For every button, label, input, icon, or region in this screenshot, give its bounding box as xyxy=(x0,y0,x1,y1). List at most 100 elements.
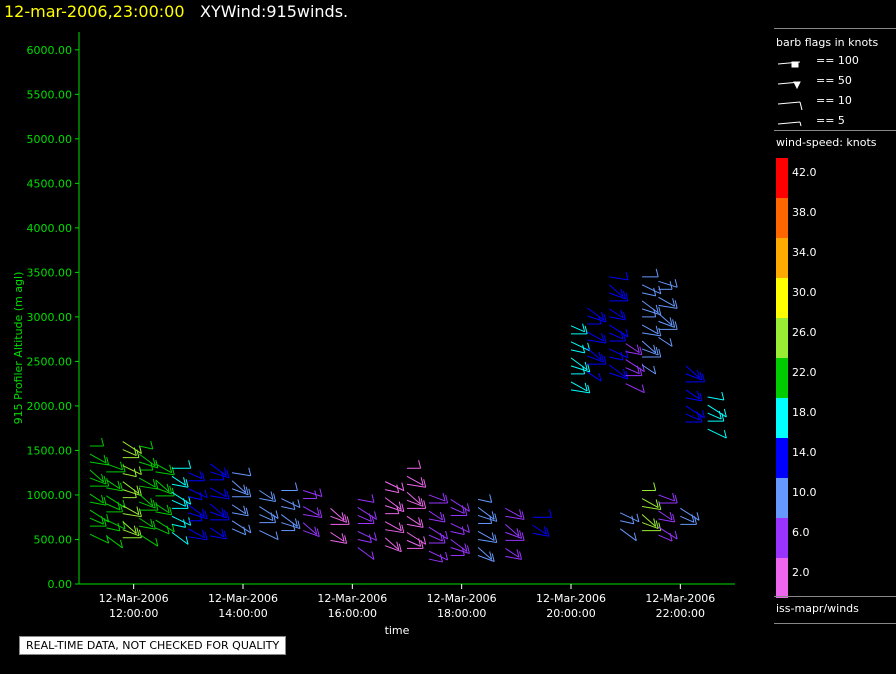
wind-barb-flag xyxy=(294,482,298,491)
wind-barb-flag xyxy=(674,279,678,288)
wind-barb-flag xyxy=(248,467,252,476)
wind-barb xyxy=(106,463,123,471)
wind-barb-flag xyxy=(584,325,588,334)
wind-barb xyxy=(122,505,140,516)
wind-barb xyxy=(122,481,140,495)
wind-barb-flag xyxy=(221,507,225,516)
wind-barb-flag xyxy=(631,515,635,524)
wind-barb xyxy=(171,475,186,486)
wind-barb xyxy=(155,519,175,533)
wind-barb-flag xyxy=(491,511,495,520)
wind-barb xyxy=(231,504,246,515)
x-tick-time: 20:00:00 xyxy=(546,607,595,620)
wind-barb-flag xyxy=(699,371,703,381)
wind-barb xyxy=(450,523,470,533)
wind-barb xyxy=(122,513,142,518)
wind-barb xyxy=(259,514,274,522)
wind-barb-flag xyxy=(674,530,678,540)
wind-barb-flag xyxy=(669,338,673,347)
wind-barb xyxy=(477,514,497,522)
wind-barb-flag xyxy=(521,532,525,541)
wind-barb xyxy=(450,506,465,514)
wind-barb-flag xyxy=(150,461,154,471)
wind-barb-flag xyxy=(199,470,203,479)
wind-barb xyxy=(281,506,295,511)
quality-notice: REAL-TIME DATA, NOT CHECKED FOR QUALITY xyxy=(19,636,287,655)
wind-barb-flag xyxy=(548,509,552,518)
x-tick-date: 12-Mar-2006 xyxy=(645,592,715,605)
wind-barb-flag xyxy=(138,487,142,496)
wind-barb xyxy=(477,538,497,543)
wind-barb xyxy=(188,488,208,499)
speed-label: 30.0 xyxy=(792,286,817,299)
wind-barb xyxy=(685,405,705,419)
wind-barb xyxy=(641,292,656,297)
y-tick-label: 4500.00 xyxy=(27,177,73,190)
wind-barb-flag xyxy=(519,530,523,539)
wind-barb-flag xyxy=(516,549,520,558)
wind-barb-flag xyxy=(344,535,348,544)
wind-barb-flag xyxy=(489,515,493,524)
x-tick-time: 16:00:00 xyxy=(328,607,377,620)
speed-swatch xyxy=(776,278,788,318)
wind-barb xyxy=(155,527,170,535)
wind-barb xyxy=(138,517,154,528)
wind-barb-flag xyxy=(625,328,629,338)
wind-barb-flag xyxy=(201,508,205,517)
barb-legend-5: == 5 xyxy=(816,114,845,127)
wind-barb xyxy=(106,519,126,530)
speed-swatch xyxy=(776,158,788,198)
wind-barb-flag xyxy=(169,464,173,473)
wind-barb-flag xyxy=(620,288,624,297)
wind-barb xyxy=(138,533,159,547)
speed-swatch xyxy=(776,438,788,478)
wind-barb-flag xyxy=(166,504,170,513)
speed-label: 26.0 xyxy=(792,326,817,339)
wind-barb-flag xyxy=(696,411,700,421)
wind-barb xyxy=(384,497,402,511)
wind-barb-flag xyxy=(494,534,498,543)
wind-barb-flag xyxy=(136,506,140,515)
wind-barb-flag xyxy=(138,445,142,454)
barb-layer xyxy=(89,268,727,563)
wind-barb xyxy=(357,531,377,541)
barb-column xyxy=(231,467,252,536)
wind-barb xyxy=(89,453,107,464)
wind-barb-flag xyxy=(582,344,586,353)
wind-barb-flag xyxy=(243,484,247,493)
wind-barb-flag xyxy=(420,519,424,528)
wind-barb-flag xyxy=(223,530,227,540)
wind-barb-flag xyxy=(653,308,657,318)
wind-barb-flag xyxy=(439,532,443,542)
wind-barb-flag xyxy=(119,482,123,491)
speed-swatch xyxy=(776,198,788,238)
wind-barb xyxy=(188,528,205,539)
wind-barb-flag xyxy=(204,489,208,498)
wind-barb-flag xyxy=(423,500,427,509)
wind-barb xyxy=(171,491,191,505)
wind-barb xyxy=(138,493,154,507)
wind-barb-flag xyxy=(223,467,227,476)
wind-barb-flag xyxy=(723,408,727,418)
barb-column xyxy=(122,441,142,539)
wind-barb-flag xyxy=(669,532,673,542)
wind-barb xyxy=(357,514,372,522)
wind-barb-flag xyxy=(188,517,192,526)
wind-barb-flag xyxy=(374,532,377,541)
wind-barb-flag xyxy=(106,456,110,466)
wind-barb-flag xyxy=(620,330,624,340)
wind-barb-flag xyxy=(341,533,345,542)
wind-barb-flag xyxy=(620,351,624,361)
wind-barb-flag xyxy=(491,553,495,562)
wind-barb xyxy=(330,515,347,523)
wind-barb-flag xyxy=(625,370,629,380)
wind-barb xyxy=(122,529,140,537)
wind-barb-flag xyxy=(519,509,523,518)
barb-column xyxy=(570,323,591,394)
legend-rule-end xyxy=(774,623,896,624)
wind-barb-flag xyxy=(248,524,252,533)
wind-barb-flag xyxy=(183,498,187,507)
wind-barb xyxy=(139,525,156,530)
wind-barb-flag xyxy=(653,365,657,375)
wind-barb xyxy=(641,308,661,316)
